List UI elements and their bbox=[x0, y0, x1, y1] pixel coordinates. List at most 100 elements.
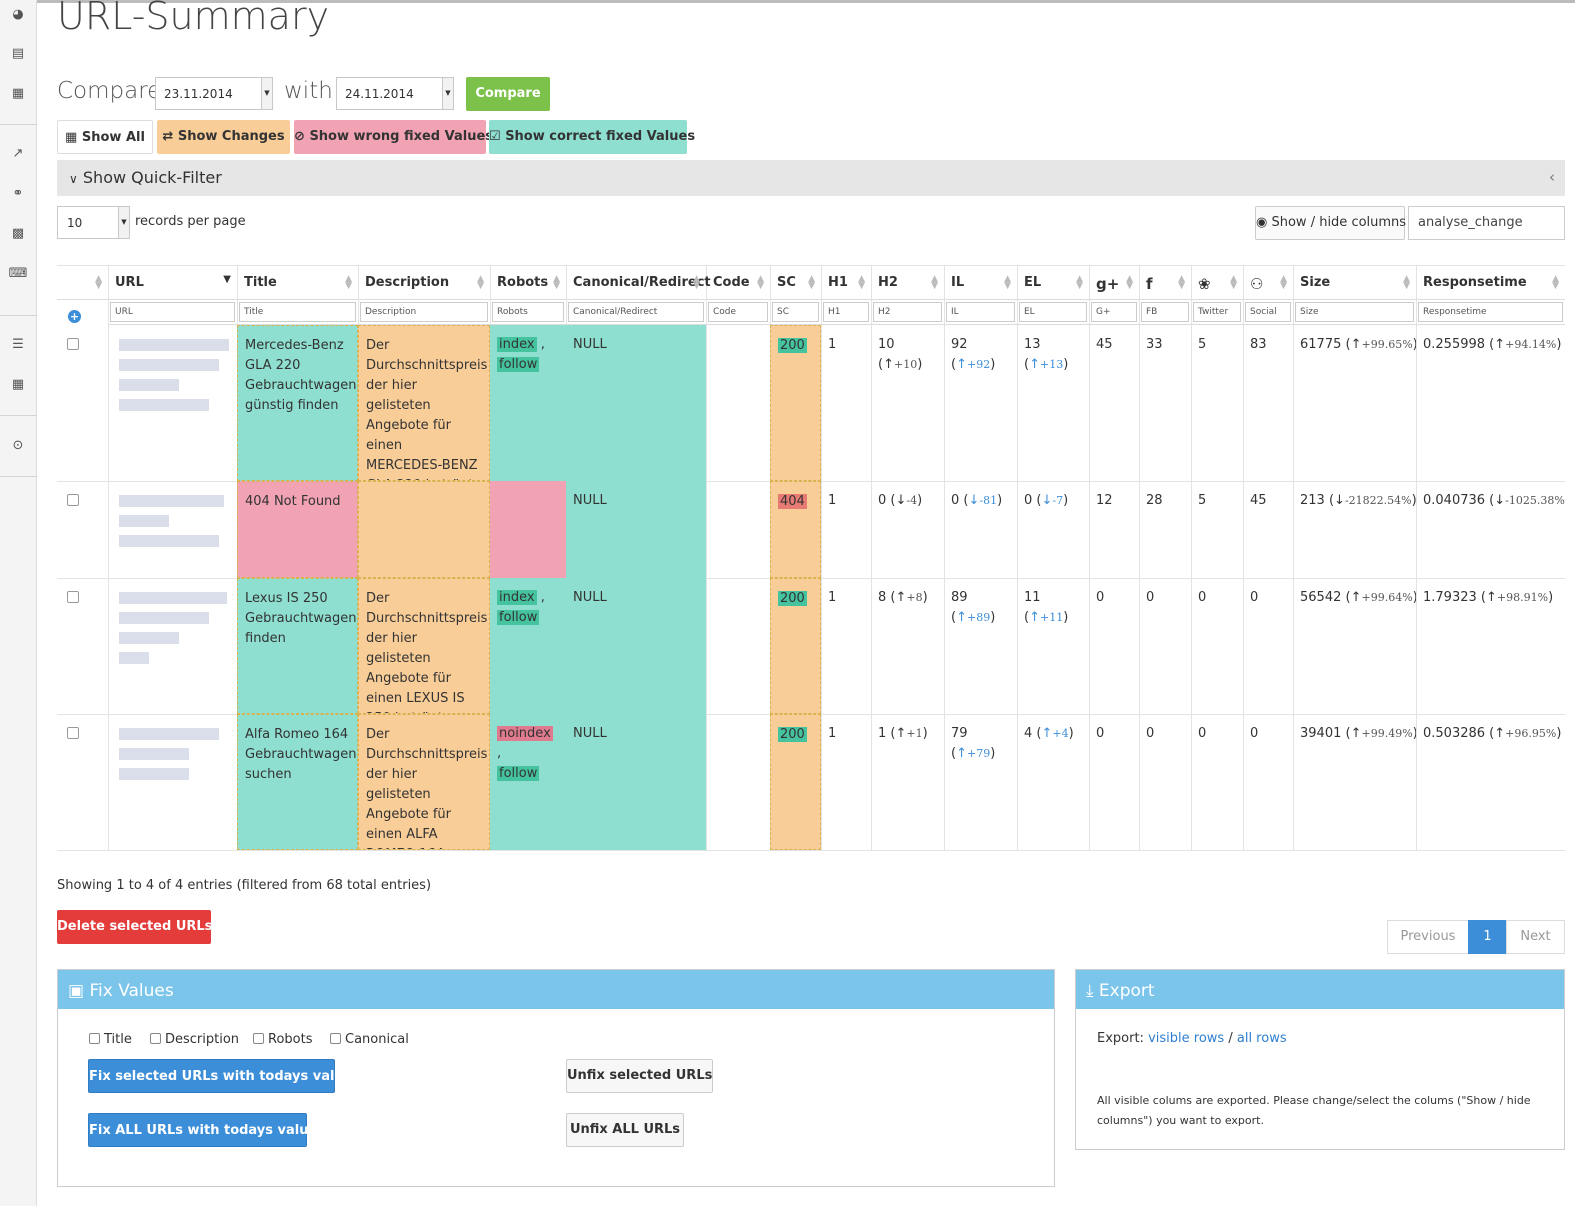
checkbox-box[interactable] bbox=[150, 1033, 161, 1044]
header-size[interactable]: Size ▲ ▼ bbox=[1293, 265, 1416, 300]
export-visible-rows-link[interactable]: visible rows bbox=[1148, 1031, 1225, 1046]
fix-all-button[interactable]: Fix ALL URLs with todays values bbox=[88, 1113, 325, 1147]
checkbox-box[interactable] bbox=[253, 1033, 264, 1044]
header-sc[interactable]: SC ▲ ▼ bbox=[770, 265, 821, 300]
pagination-page-1[interactable]: 1 bbox=[1468, 920, 1507, 954]
checkbox-box[interactable] bbox=[89, 1033, 100, 1044]
checkbox-box[interactable] bbox=[330, 1033, 341, 1044]
url-blurred[interactable] bbox=[119, 748, 189, 760]
column-filter-input[interactable]: Responsetime bbox=[1418, 302, 1563, 322]
column-filter-input[interactable]: Social bbox=[1245, 302, 1291, 322]
checkbox-title-label: Title bbox=[104, 1032, 132, 1047]
keyboard-icon[interactable]: ⌨ bbox=[8, 266, 28, 281]
url-blurred[interactable] bbox=[119, 728, 219, 740]
column-filter-input[interactable]: Title bbox=[239, 302, 356, 322]
status-code-value: 200 bbox=[778, 727, 807, 742]
column-filter-input[interactable]: Canonical/Redirect bbox=[568, 302, 704, 322]
show-all-button[interactable]: ▦ Show All bbox=[57, 120, 153, 154]
row-checkbox[interactable] bbox=[67, 338, 79, 350]
header-h2[interactable]: H2 ▲ ▼ bbox=[871, 265, 944, 300]
url-blurred[interactable] bbox=[119, 535, 219, 547]
header-il[interactable]: IL ▲ ▼ bbox=[944, 265, 1017, 300]
date-to-select[interactable]: 24.11.2014 ▼ bbox=[336, 77, 454, 110]
circle-arrow-icon[interactable]: ⊙ bbox=[12, 438, 24, 453]
url-blurred[interactable] bbox=[119, 612, 209, 624]
records-per-page-select[interactable]: 10 ▼ bbox=[57, 206, 130, 239]
header-title[interactable]: Title ▲ ▼ bbox=[237, 265, 358, 300]
export-all-rows-link[interactable]: all rows bbox=[1236, 1031, 1287, 1046]
url-blurred[interactable] bbox=[119, 515, 169, 527]
show-changes-button[interactable]: ⇄ Show Changes bbox=[157, 120, 290, 154]
show-hide-columns-button[interactable]: ◉ Show / hide columns bbox=[1255, 206, 1406, 240]
list-alt-icon[interactable]: ▤ bbox=[11, 46, 25, 61]
column-filter-input[interactable]: H1 bbox=[823, 302, 869, 322]
list-icon[interactable]: ☰ bbox=[12, 337, 24, 352]
table-icon[interactable]: ▦ bbox=[11, 377, 25, 392]
add-circle-icon[interactable]: + bbox=[68, 310, 81, 323]
pagination-previous[interactable]: Previous bbox=[1387, 920, 1469, 954]
cell-code bbox=[706, 325, 770, 481]
delete-selected-button[interactable]: Delete selected URLs bbox=[57, 910, 212, 944]
header-desc[interactable]: Description ▲ ▼ bbox=[358, 265, 490, 300]
header-h1[interactable]: H1 ▲ ▼ bbox=[821, 265, 871, 300]
header-code[interactable]: Code ▲ ▼ bbox=[706, 265, 770, 300]
row-checkbox[interactable] bbox=[67, 494, 79, 506]
column-filter-input[interactable]: FB bbox=[1141, 302, 1189, 322]
unfix-all-button[interactable]: Unfix ALL URLs bbox=[566, 1113, 684, 1147]
column-filter-input[interactable]: Code bbox=[708, 302, 768, 322]
column-filter-input[interactable]: EL bbox=[1019, 302, 1087, 322]
row-checkbox[interactable] bbox=[67, 727, 79, 739]
url-blurred[interactable] bbox=[119, 359, 219, 371]
date-from-select[interactable]: 23.11.2014 ▼ bbox=[155, 77, 273, 110]
url-blurred[interactable] bbox=[119, 399, 209, 411]
compare-button[interactable]: Compare bbox=[466, 77, 550, 111]
header-robots[interactable]: Robots ▲ ▼ bbox=[490, 265, 566, 300]
checkbox-robots[interactable]: Robots bbox=[253, 1032, 312, 1047]
cell-code bbox=[706, 481, 770, 578]
url-blurred[interactable] bbox=[119, 632, 179, 644]
sort-down-icon: ▼ bbox=[223, 274, 231, 285]
header-twitter[interactable]: ❀ ▲ ▼ bbox=[1191, 265, 1243, 300]
header-select[interactable]: ▲ ▼ bbox=[57, 265, 108, 300]
checkbox-canonical[interactable]: Canonical bbox=[330, 1032, 409, 1047]
header-resp[interactable]: Responsetime ▲ ▼ bbox=[1416, 265, 1565, 300]
unfix-selected-button[interactable]: Unfix selected URLs bbox=[566, 1059, 713, 1093]
url-blurred[interactable] bbox=[119, 495, 224, 507]
calendar-icon[interactable]: ▦ bbox=[11, 86, 25, 101]
checkbox-title[interactable]: Title bbox=[89, 1032, 132, 1047]
column-filter-input[interactable]: SC bbox=[772, 302, 819, 322]
checkbox-description[interactable]: Description bbox=[150, 1032, 239, 1047]
external-link-icon[interactable]: ↗ bbox=[12, 146, 24, 161]
link-icon[interactable]: ⚭ bbox=[12, 186, 24, 201]
header-gplus[interactable]: g+ ▲ ▼ bbox=[1089, 265, 1139, 300]
chevron-left-icon[interactable]: ‹ bbox=[1549, 168, 1555, 186]
column-filter-input[interactable]: G+ bbox=[1091, 302, 1137, 322]
header-fb[interactable]: f ▲ ▼ bbox=[1139, 265, 1191, 300]
column-filter-input[interactable]: URL bbox=[110, 302, 235, 322]
header-social[interactable]: ⚇ ▲ ▼ bbox=[1243, 265, 1293, 300]
url-blurred[interactable] bbox=[119, 652, 149, 664]
url-blurred[interactable] bbox=[119, 339, 229, 351]
header-url[interactable]: URL ▼ bbox=[108, 265, 237, 300]
bar-chart-icon[interactable]: ▩ bbox=[11, 226, 25, 241]
column-filter-input[interactable]: Description bbox=[360, 302, 488, 322]
checkbox-canonical-label: Canonical bbox=[345, 1032, 409, 1047]
column-filter-input[interactable]: Twitter bbox=[1193, 302, 1241, 322]
column-filter-input[interactable]: IL bbox=[946, 302, 1015, 322]
search-input[interactable]: analyse_change bbox=[1408, 206, 1565, 240]
column-filter-input[interactable]: Size bbox=[1295, 302, 1414, 322]
pagination-next[interactable]: Next bbox=[1506, 920, 1565, 954]
header-el[interactable]: EL ▲ ▼ bbox=[1017, 265, 1089, 300]
show-correct-button[interactable]: ☑ Show correct fixed Values bbox=[489, 120, 695, 154]
header-canon[interactable]: Canonical/Redirect ▲ ▼ bbox=[566, 265, 711, 300]
dashboard-icon[interactable]: ◕ bbox=[12, 7, 24, 22]
url-blurred[interactable] bbox=[119, 379, 179, 391]
row-checkbox[interactable] bbox=[67, 591, 79, 603]
url-blurred[interactable] bbox=[119, 768, 189, 780]
column-filter-input[interactable]: H2 bbox=[873, 302, 942, 322]
url-blurred[interactable] bbox=[119, 592, 227, 604]
show-wrong-button[interactable]: ⊘ Show wrong fixed Values bbox=[294, 120, 493, 154]
column-filter-input[interactable]: Robots bbox=[492, 302, 564, 322]
fix-selected-button[interactable]: Fix selected URLs with todays values bbox=[88, 1059, 360, 1093]
quick-filter-bar[interactable]: ∨ Show Quick-Filter ‹ bbox=[57, 160, 1565, 196]
